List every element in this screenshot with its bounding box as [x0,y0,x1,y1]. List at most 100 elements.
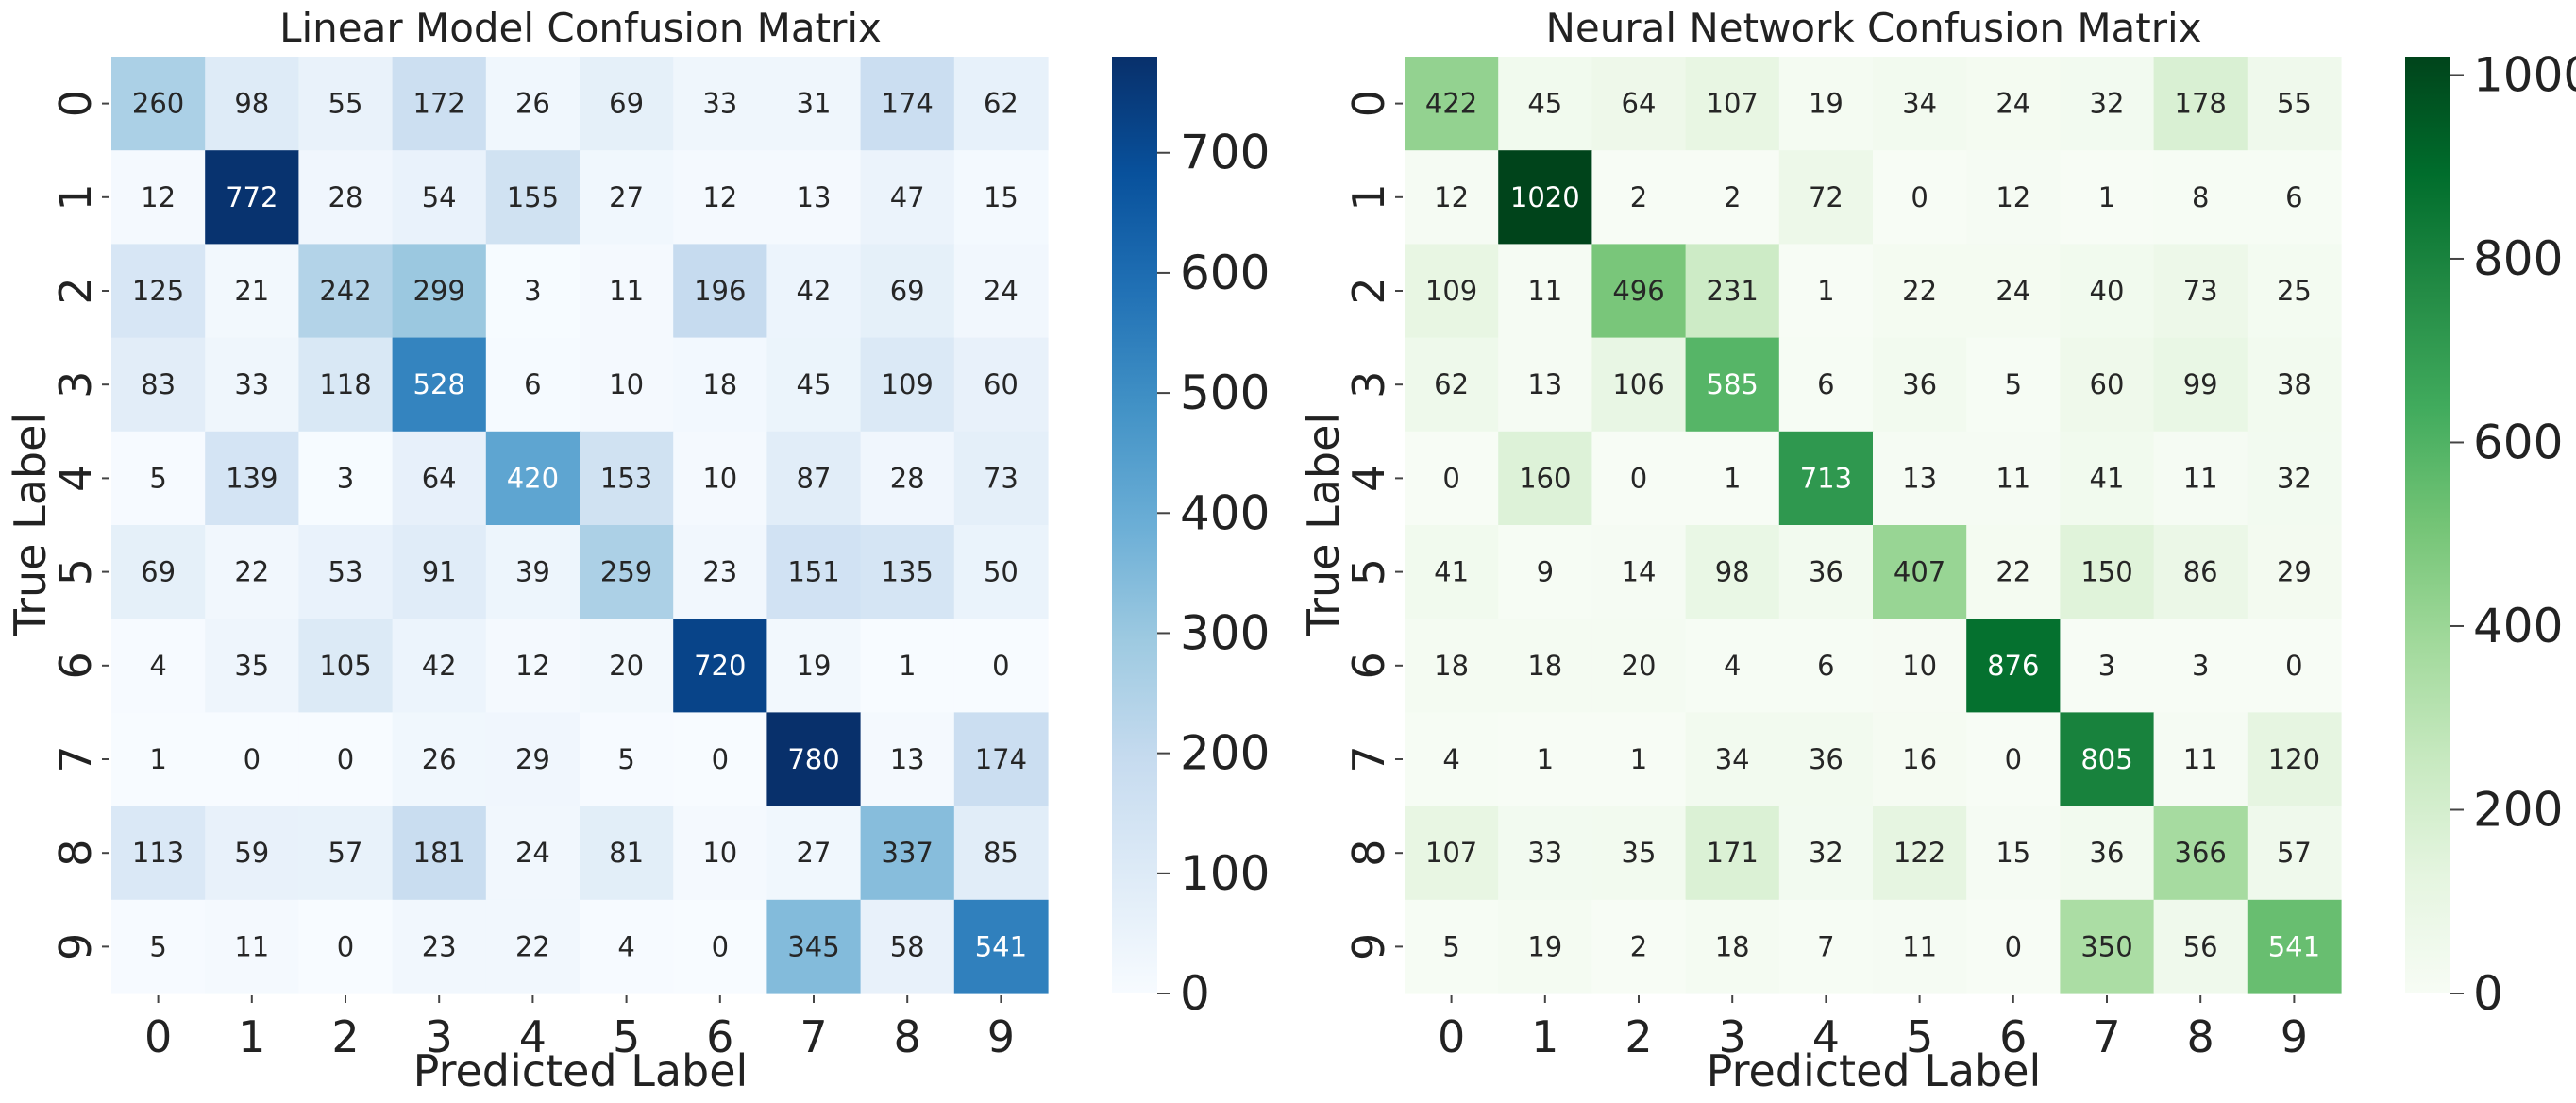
cell-value-label: 585 [1707,368,1759,400]
cell-value-label: 22 [515,930,550,962]
heatmap-cell [1966,57,2061,151]
cell-value-label: 36 [1809,556,1844,588]
heatmap-cell [2247,150,2342,245]
heatmap-cell [2153,712,2248,807]
cell-value-label: 15 [1995,837,2030,869]
cell-value-label: 38 [2277,368,2312,400]
cell-value-label: 18 [1434,650,1469,682]
x-tick-label: 2 [1625,1011,1652,1062]
cell-value-label: 18 [702,368,737,400]
heatmap-cell [2153,619,2248,713]
heatmap-cell [1873,899,1967,994]
heatmap-cell [485,806,581,901]
cell-value-label: 12 [141,181,176,213]
heatmap-cell [298,150,394,245]
heatmap-cell [392,806,487,901]
y-tick-label: 4 [1343,465,1394,492]
heatmap-cell [1778,712,1874,807]
cell-value-label: 45 [1527,88,1562,120]
heatmap-cell [2060,337,2155,433]
heatmap-cell [1405,57,1499,151]
cell-value-label: 366 [2175,837,2227,869]
colorbar-tick-label: 100 [1180,846,1270,901]
heatmap-cell [1873,431,1967,526]
heatmap-cell [1966,806,2061,901]
cell-value-label: 40 [2090,275,2125,307]
x-tick-label: 4 [1812,1011,1840,1062]
heatmap-cell [485,619,581,713]
heatmap-cell [2153,337,2248,433]
cell-value-label: 81 [609,837,644,869]
cell-value-label: 36 [1902,368,1937,400]
cell-value-label: 21 [234,275,269,307]
heatmap-cell [766,712,862,807]
heatmap-cell [1405,431,1499,526]
x-tick-label: 7 [800,1011,827,1062]
cell-value-label: 0 [2005,743,2022,775]
cell-value-label: 151 [787,556,839,588]
y-tick-label: 1 [1343,183,1394,211]
colorbar-tick-label: 300 [1180,605,1270,660]
heatmap-cell [2247,712,2342,807]
cell-value-label: 155 [507,181,559,213]
heatmap-cell [1685,150,1780,245]
cell-value-label: 99 [2183,368,2218,400]
cell-value-label: 299 [413,275,465,307]
cell-value-label: 1 [1630,743,1647,775]
heatmap-cell [298,619,394,713]
heatmap-cell [485,899,581,994]
cell-value-label: 19 [1809,88,1844,120]
heatmap-cell [766,337,862,433]
heatmap-cell [953,525,1049,619]
heatmap-cell [1873,712,1967,807]
heatmap-cell [392,431,487,526]
heatmap-cell [860,150,955,245]
heatmap-cell [1405,337,1499,433]
cell-value-label: 350 [2080,930,2132,962]
cell-value-label: 5 [149,462,166,494]
cell-value-label: 41 [1434,556,1469,588]
colorbar-tick-label: 600 [1180,246,1270,300]
heatmap-cell [1591,431,1687,526]
heatmap-cell [205,899,299,994]
colorbar-tick-label: 0 [1180,966,1210,1021]
y-tick-label: 2 [50,277,101,304]
heatmap-cell [298,337,394,433]
heatmap-cell [766,525,862,619]
x-tick-label: 7 [2093,1011,2120,1062]
heatmap-cell [205,337,299,433]
heatmap-cell [205,525,299,619]
colorbar-tick-label: 600 [2473,415,2563,469]
y-tick-label: 5 [1343,558,1394,585]
cell-value-label: 28 [328,181,363,213]
heatmap-cell [673,899,767,994]
cell-value-label: 69 [141,556,176,588]
heatmap-cell [1591,806,1687,901]
cell-value-label: 56 [2183,930,2218,962]
cell-value-label: 496 [1612,275,1664,307]
cell-value-label: 8 [2192,181,2209,213]
heatmap-cell [2153,899,2248,994]
heatmap-cell [1685,619,1780,713]
cell-value-label: 55 [2277,88,2312,120]
heatmap-cell [1591,712,1687,807]
heatmap-cell [673,244,767,339]
heatmap-cell [1591,244,1687,339]
heatmap-cell [2060,525,2155,619]
heatmap-cell [1966,244,2061,339]
x-tick-label: 8 [2187,1011,2214,1062]
colorbar [2405,57,2450,993]
heatmap-cell [860,244,955,339]
colorbar-tick-label: 400 [2473,599,2563,653]
y-tick-label: 9 [50,933,101,960]
heatmap-cell [1405,619,1499,713]
colorbar-tick-label: 700 [1180,126,1270,180]
y-tick-labels: 0 1 2 3 4 5 6 7 8 9 [1343,90,1403,960]
heatmap-cell [2060,712,2155,807]
cell-value-label: 24 [1995,88,2030,120]
heatmap-cell [1498,525,1592,619]
heatmap-cell [111,57,206,151]
chart-title: Neural Network Confusion Matrix [1545,5,2201,51]
heatmap-cell [392,57,487,151]
